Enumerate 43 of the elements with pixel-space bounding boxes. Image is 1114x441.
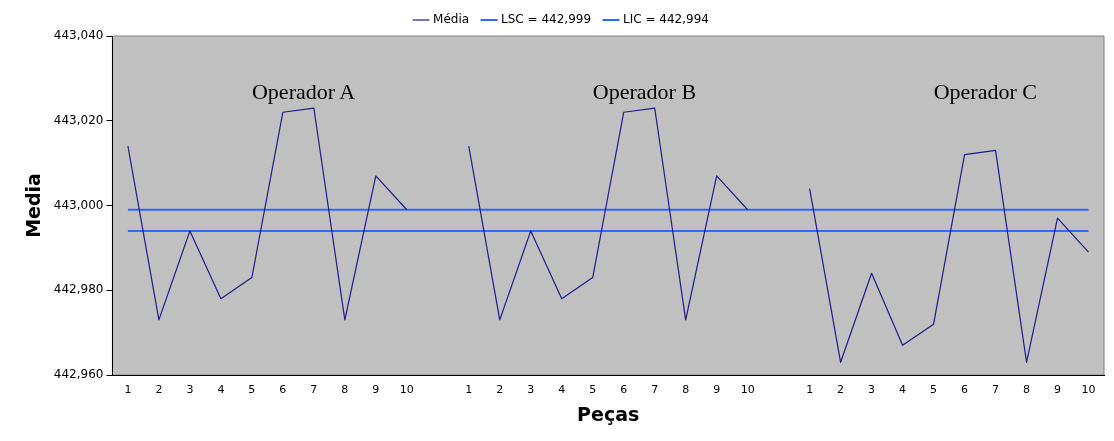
x-tick-label: 9 — [372, 383, 380, 397]
legend-label: LIC = 442,994 — [623, 12, 709, 27]
x-tick-label: 4 — [217, 383, 225, 397]
x-tick-label: 10 — [1081, 383, 1096, 397]
x-tick-label: 8 — [682, 383, 690, 397]
x-tick-label: 7 — [310, 383, 318, 397]
x-tick-label: 8 — [341, 383, 349, 397]
x-tick-label: 3 — [527, 383, 535, 397]
y-tick-label: 443,000 — [53, 197, 104, 212]
x-tick-label: 1 — [806, 383, 814, 397]
x-tick-label: 2 — [155, 383, 163, 397]
x-tick-label: 6 — [279, 383, 287, 397]
x-tick-label: 7 — [651, 383, 659, 397]
x-tick-label: 5 — [930, 383, 938, 397]
x-tick-label: 10 — [399, 383, 414, 397]
x-tick-label: 1 — [124, 383, 132, 397]
annotation: Operador B — [592, 79, 697, 105]
x-tick-label: 6 — [961, 383, 969, 397]
x-tick-label: 3 — [186, 383, 194, 397]
x-axis-title: Peças — [577, 402, 640, 425]
x-tick-label: 1 — [465, 383, 473, 397]
x-tick-label: 7 — [992, 383, 1000, 397]
annotation: Operador A — [251, 79, 356, 105]
annotation: Operador C — [933, 79, 1037, 105]
y-tick-label: 443,020 — [53, 112, 104, 127]
y-tick-label: 442,980 — [53, 282, 104, 297]
x-tick-label: 4 — [558, 383, 566, 397]
x-tick-label: 3 — [868, 383, 876, 397]
x-tick-label: 9 — [713, 383, 721, 397]
x-tick-label: 6 — [620, 383, 628, 397]
y-axis-title: Media — [22, 173, 45, 238]
legend-label: Média — [433, 12, 470, 27]
x-tick-label: 8 — [1023, 383, 1031, 397]
x-tick-label: 10 — [740, 383, 755, 397]
x-tick-label: 5 — [248, 383, 256, 397]
x-tick-label: 5 — [589, 383, 597, 397]
y-tick-label: 443,040 — [53, 28, 104, 43]
x-tick-label: 4 — [899, 383, 907, 397]
x-tick-label: 2 — [837, 383, 845, 397]
legend-label: LSC = 442,999 — [501, 12, 592, 27]
y-tick-label: 442,960 — [53, 367, 104, 382]
x-tick-label: 9 — [1054, 383, 1062, 397]
x-tick-label: 2 — [496, 383, 504, 397]
